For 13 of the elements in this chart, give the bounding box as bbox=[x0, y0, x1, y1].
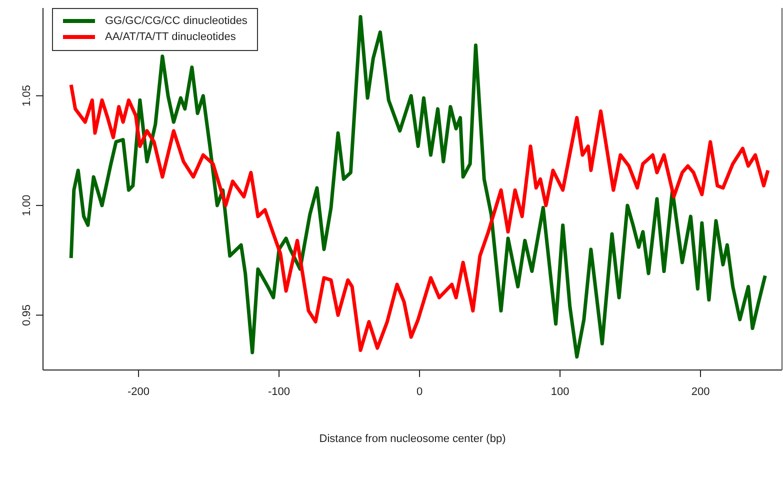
y-tick-label: 1.05 bbox=[21, 85, 33, 106]
y-tick-label: 1.00 bbox=[21, 194, 33, 216]
x-tick-label: -100 bbox=[268, 386, 290, 398]
legend-label: GG/GC/CG/CC dinucleotides bbox=[105, 15, 248, 27]
legend-label: AA/AT/TA/TT dinucleotides bbox=[105, 31, 236, 43]
x-tick-label: 100 bbox=[550, 386, 570, 398]
y-tick-label: 0.95 bbox=[21, 304, 33, 326]
x-axis-title: Distance from nucleosome center (bp) bbox=[319, 433, 506, 445]
line-series bbox=[69, 83, 770, 352]
x-tick-label: -200 bbox=[128, 386, 150, 398]
line-series bbox=[69, 15, 767, 359]
x-tick-label: 0 bbox=[416, 386, 423, 398]
x-tick-label: 200 bbox=[691, 386, 710, 398]
